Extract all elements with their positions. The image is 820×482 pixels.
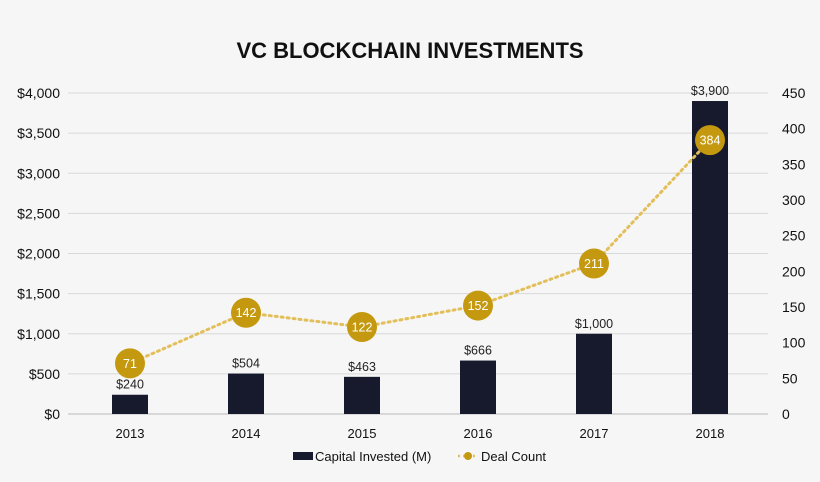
y-right-tick-label: 300 bbox=[782, 192, 806, 208]
y-left-tick-label: $2,500 bbox=[17, 205, 60, 221]
y-right-tick-label: 0 bbox=[782, 406, 790, 422]
bar-data-label: $504 bbox=[232, 357, 260, 371]
deal-count-marker bbox=[231, 297, 261, 328]
y-left-tick-label: $4,000 bbox=[17, 85, 60, 101]
bar-data-label: $1,000 bbox=[575, 317, 613, 331]
y-left-tick-label: $0 bbox=[44, 406, 60, 422]
deal-count-data-label: 142 bbox=[236, 306, 257, 320]
bar bbox=[228, 373, 264, 414]
legend-swatch-capital bbox=[293, 452, 313, 460]
y-left-tick-label: $1,000 bbox=[17, 326, 60, 342]
deal-count-marker bbox=[347, 311, 377, 342]
y-left-tick-label: $1,500 bbox=[17, 286, 60, 302]
bar-data-label: $666 bbox=[464, 344, 492, 358]
bar-data-label: $3,900 bbox=[691, 84, 729, 98]
deal-count-data-label: 152 bbox=[468, 299, 489, 313]
y-right-tick-label: 150 bbox=[782, 299, 806, 315]
deal-count-data-label: 71 bbox=[123, 357, 137, 371]
x-tick-label: 2013 bbox=[116, 426, 145, 441]
y-right-tick-label: 450 bbox=[782, 85, 806, 101]
y-right-tick-label: 350 bbox=[782, 156, 806, 172]
deal-count-marker bbox=[579, 248, 609, 279]
legend-label-deal: Deal Count bbox=[481, 449, 546, 464]
deal-count-marker bbox=[695, 125, 725, 156]
bar bbox=[344, 376, 380, 414]
y-left-tick-label: $3,000 bbox=[17, 165, 60, 181]
deal-count-data-label: 384 bbox=[700, 134, 721, 148]
deal-count-marker bbox=[463, 290, 493, 321]
bar-data-label: $240 bbox=[116, 378, 144, 392]
x-tick-label: 2017 bbox=[580, 426, 609, 441]
y-right-tick-label: 200 bbox=[782, 263, 806, 279]
deal-count-line bbox=[128, 138, 712, 365]
deal-count-data-label: 211 bbox=[584, 257, 604, 271]
legend-swatch-deal-marker bbox=[464, 452, 472, 460]
x-tick-label: 2016 bbox=[464, 426, 493, 441]
y-left-tick-label: $3,500 bbox=[17, 125, 60, 141]
x-tick-label: 2018 bbox=[696, 426, 725, 441]
deal-count-data-label: 122 bbox=[352, 320, 373, 334]
legend-label-capital: Capital Invested (M) bbox=[315, 449, 431, 464]
y-right-tick-label: 400 bbox=[782, 121, 806, 137]
y-left-tick-label: $2,000 bbox=[17, 246, 60, 262]
chart-title: VC BLOCKCHAIN INVESTMENTS bbox=[236, 38, 583, 63]
bar bbox=[460, 360, 496, 414]
bar bbox=[576, 333, 612, 414]
bar-data-label: $463 bbox=[348, 360, 376, 374]
y-right-tick-label: 250 bbox=[782, 228, 806, 244]
bar bbox=[112, 394, 148, 414]
x-tick-label: 2014 bbox=[232, 426, 261, 441]
y-right-tick-label: 100 bbox=[782, 335, 806, 351]
deal-count-marker bbox=[115, 348, 145, 379]
y-right-tick-label: 50 bbox=[782, 370, 798, 386]
y-left-tick-label: $500 bbox=[29, 366, 60, 382]
x-tick-label: 2015 bbox=[348, 426, 377, 441]
